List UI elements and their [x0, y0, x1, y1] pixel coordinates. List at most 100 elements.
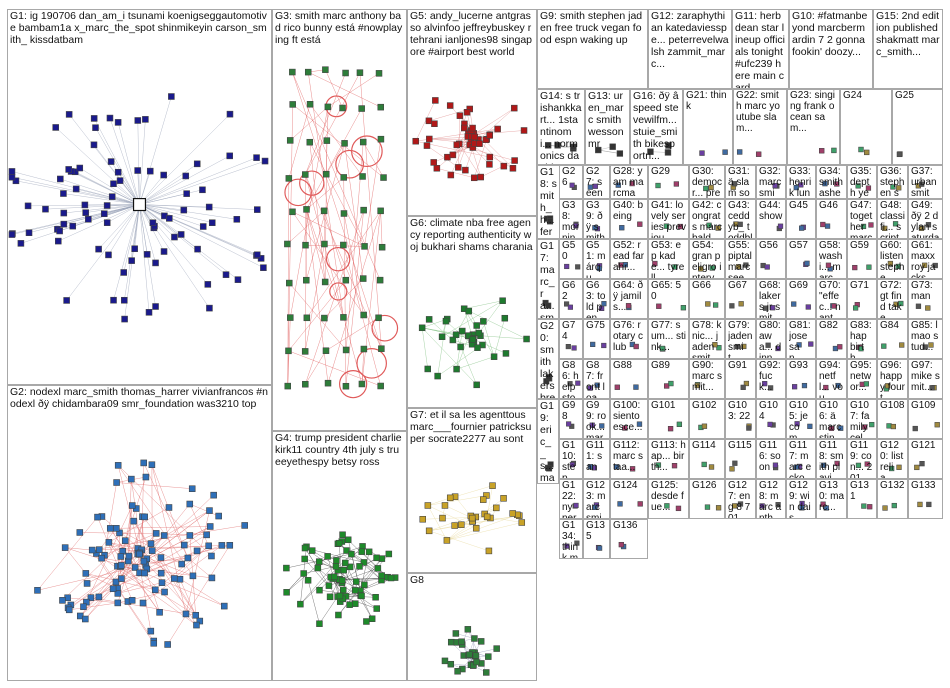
- vertex: [796, 342, 802, 348]
- vertex: [775, 345, 781, 352]
- vertex: [759, 503, 765, 509]
- group-small: G69: [786, 279, 816, 319]
- group-small: G127: eng 8 7 01...: [725, 479, 756, 519]
- vertex: [733, 221, 739, 227]
- vertex: [712, 342, 718, 348]
- edge: [143, 526, 211, 562]
- vertex: [253, 154, 260, 161]
- group-graph: [793, 182, 804, 191]
- vertex: [823, 384, 829, 391]
- group-graph: [587, 464, 597, 471]
- vertex: [340, 586, 347, 594]
- vertex: [471, 133, 478, 141]
- vertex: [614, 384, 620, 390]
- vertex: [656, 303, 662, 309]
- vertex: [793, 184, 799, 191]
- vertex: [565, 344, 571, 350]
- group-small: G67: [725, 279, 756, 319]
- vertex: [831, 147, 837, 154]
- edge: [37, 516, 98, 591]
- group-small: G52: read farahr...: [610, 239, 648, 279]
- vertex: [777, 223, 784, 229]
- vertex: [664, 149, 672, 156]
- group-small: G61: maxx roy jacks...: [908, 239, 943, 279]
- group-small: G78: knic... jaden smit...: [689, 319, 725, 359]
- edge: [139, 157, 257, 205]
- group-small: G101: [648, 399, 689, 439]
- vertex: [545, 374, 552, 381]
- vertex: [342, 382, 350, 390]
- vertex: [480, 318, 487, 325]
- self-loop: [356, 348, 387, 379]
- vertex: [177, 231, 185, 238]
- vertex: [193, 621, 200, 629]
- group-small: G83: hap birth...: [847, 319, 877, 359]
- vertex: [222, 271, 230, 278]
- group-small: G118: smith playi...: [816, 439, 847, 479]
- group-g10: G10: #fatmanbeyond marcbermardin 7 2 gon…: [789, 9, 873, 89]
- group-g17: G17: marc_ra... smith: [537, 239, 559, 319]
- vertex: [344, 536, 352, 544]
- vertex: [659, 345, 666, 352]
- group-graph: [656, 303, 687, 311]
- vertex: [150, 640, 158, 647]
- vertex: [567, 304, 573, 310]
- group-graph: [921, 262, 938, 269]
- group-graph: [887, 260, 901, 270]
- edge: [380, 210, 383, 248]
- group-small: G120: list relia...: [877, 439, 908, 479]
- group-graph: [618, 262, 628, 268]
- group-graph: [699, 149, 728, 156]
- edge: [139, 204, 264, 268]
- vertex: [921, 262, 928, 268]
- edge: [108, 204, 140, 256]
- group-graph: [625, 303, 632, 311]
- edge: [304, 547, 319, 569]
- vertex: [447, 638, 455, 646]
- vertex: [564, 301, 570, 307]
- vertex: [203, 531, 210, 539]
- vertex: [152, 259, 159, 267]
- edge: [139, 204, 237, 220]
- vertex: [302, 241, 309, 249]
- vertex: [862, 424, 868, 430]
- edge: [327, 210, 381, 384]
- vertex: [587, 184, 593, 190]
- group-small: G95: networ...: [847, 359, 877, 399]
- group-graph: [915, 181, 925, 189]
- group-graph: [701, 461, 715, 470]
- group-small: G73: man: [908, 279, 943, 319]
- group-g14: G14: s trishankkart... 1stantinomi... no…: [537, 89, 585, 165]
- vertex: [419, 516, 426, 523]
- vertex: [896, 464, 902, 470]
- vertex: [55, 237, 62, 245]
- edge: [79, 532, 207, 536]
- vertex: [625, 303, 632, 309]
- vertex: [772, 462, 779, 468]
- vertex: [339, 531, 346, 538]
- vertex: [573, 223, 579, 229]
- vertex: [342, 559, 349, 567]
- vertex: [316, 620, 323, 627]
- edge: [483, 321, 495, 357]
- edge: [65, 547, 93, 551]
- vertex: [775, 502, 781, 508]
- group-graph: [566, 421, 575, 429]
- vertex: [418, 324, 426, 332]
- vertex: [426, 135, 433, 143]
- group-small: G22: smith marc youtube slam...: [733, 89, 787, 165]
- vertex: [110, 180, 117, 188]
- vertex: [569, 462, 575, 468]
- group-label: G9: smith stephen jaden free truck vegan…: [540, 10, 643, 46]
- edge: [139, 119, 146, 205]
- vertex: [425, 117, 433, 125]
- edge: [427, 505, 448, 541]
- vertex: [152, 303, 159, 310]
- vertex: [699, 150, 705, 156]
- group-g3: G3: smith marc anthony bad rico bunny es…: [272, 9, 407, 431]
- vertex: [820, 221, 826, 228]
- group-graph: [736, 149, 762, 157]
- group-small: G122: ny per: [559, 479, 583, 519]
- vertex: [433, 165, 441, 172]
